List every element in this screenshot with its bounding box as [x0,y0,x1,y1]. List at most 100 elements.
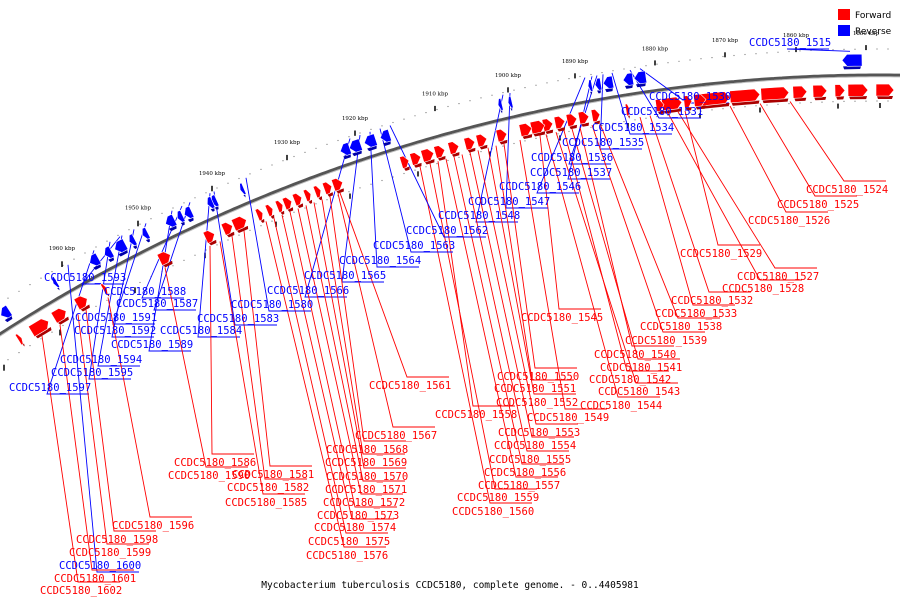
reverse-gene [379,128,392,146]
gene-label[interactable]: CCDC5180_1569 [325,457,407,469]
gene-shadow [214,205,219,210]
gene-label[interactable]: CCDC5180_1534 [592,122,674,134]
gene-label[interactable]: CCDC5180_1550 [497,371,579,383]
gene-label[interactable]: CCDC5180_1559 [457,492,539,504]
gene-label[interactable]: CCDC5180_1537 [530,167,612,179]
gene-label[interactable]: CCDC5180_1529 [680,248,762,260]
gene-label[interactable]: CCDC5180_1582 [227,482,309,494]
gene-label[interactable]: CCDC5180_1546 [499,181,581,193]
gene-label[interactable]: CCDC5180_1584 [160,325,242,337]
axis-guide-dot [656,116,658,118]
gene-label[interactable]: CCDC5180_1601 [54,573,136,585]
axis-guide-dot [733,54,735,57]
gene-label[interactable]: CCDC5180_1602 [40,585,122,597]
gene-label[interactable]: CCDC5180_1596 [112,520,194,532]
axis-guide-dot [315,147,317,149]
gene-label[interactable]: CCDC5180_1591 [75,312,157,324]
gene-label[interactable]: CCDC5180_1561 [369,380,451,392]
gene-label[interactable]: CCDC5180_1574 [314,522,396,534]
forward-gene [699,91,731,109]
gene-label[interactable]: CCDC5180_1548 [438,210,520,222]
gene-shadow [581,122,590,127]
gene-label[interactable]: CCDC5180_1560 [452,506,534,518]
gene-label[interactable]: CCDC5180_1530 [649,91,731,103]
gene-label[interactable]: CCDC5180_1573 [317,510,399,522]
gene-label[interactable]: CCDC5180_1565 [304,270,386,282]
gene-label[interactable]: CCDC5180_1552 [496,397,578,409]
gene-label[interactable]: CCDC5180_1558 [435,409,517,421]
axis-guide-dot [843,100,845,102]
gene-label[interactable]: CCDC5180_1556 [484,467,566,479]
leader-line [273,217,388,534]
leader-line [197,193,240,338]
gene-label[interactable]: CCDC5180_1568 [326,444,408,456]
gene-label[interactable]: CCDC5180_1555 [489,454,571,466]
gene-label[interactable]: CCDC5180_1581 [232,469,314,481]
gene-label[interactable]: CCDC5180_1524 [806,184,888,196]
gene-label[interactable]: CCDC5180_1535 [562,137,644,149]
gene-label[interactable]: CCDC5180_1586 [174,457,256,469]
gene-label[interactable]: CCDC5180_1585 [225,497,307,509]
gene-label[interactable]: CCDC5180_1587 [116,298,198,310]
gene-label[interactable]: CCDC5180_1525 [777,199,859,211]
gene-label[interactable]: CCDC5180_1543 [598,386,680,398]
gene-label[interactable]: CCDC5180_1564 [339,255,421,267]
forward-gene [624,103,631,119]
gene-label[interactable]: CCDC5180_1538 [640,321,722,333]
gene-label[interactable]: CCDC5180_1583 [197,313,279,325]
gene-label[interactable]: CCDC5180_1595 [51,367,133,379]
gene-label[interactable]: CCDC5180_1598 [76,534,158,546]
gene-label[interactable]: CCDC5180_1553 [498,427,580,439]
gene-label[interactable]: CCDC5180_1541 [600,362,682,374]
legend: Forward Reverse [838,9,892,37]
gene-label[interactable]: CCDC5180_1526 [748,215,830,227]
gene-label[interactable]: CCDC5180_1594 [60,354,142,366]
leader-line [265,221,386,548]
axis-guide-dot [711,57,713,59]
gene-label[interactable]: CCDC5180_1545 [521,312,603,324]
gene-label[interactable]: CCDC5180_1536 [531,152,613,164]
gene-label[interactable]: CCDC5180_1549 [527,412,609,424]
gene-label[interactable]: CCDC5180_1566 [267,285,349,297]
leader-line [729,105,828,213]
gene-label[interactable]: CCDC5180_1588 [104,286,186,298]
gene-label[interactable]: CCDC5180_1551 [494,383,576,395]
gene-label[interactable]: CCDC5180_1600 [59,560,141,572]
gene-label[interactable]: CCDC5180_1531 [621,106,703,118]
gene-label[interactable]: CCDC5180_1540 [594,349,676,361]
gene-label[interactable]: CCDC5180_1589 [111,339,193,351]
gene-label[interactable]: CCDC5180_1532 [671,295,753,307]
gene-label[interactable]: CCDC5180_1580 [231,299,313,311]
forward-gene [875,83,895,100]
leader-line [153,202,196,311]
gene-label[interactable]: CCDC5180_1593 [44,272,126,284]
forward-gene [590,108,601,125]
gene-label[interactable]: CCDC5180_1570 [326,471,408,483]
gene-label[interactable]: CCDC5180_1539 [625,335,707,347]
gene-label[interactable]: CCDC5180_1528 [722,283,804,295]
gene-label[interactable]: CCDC5180_1571 [325,484,407,496]
gene-label[interactable]: CCDC5180_1554 [494,440,576,452]
gene-label[interactable]: CCDC5180_1544 [580,400,662,412]
gene-label[interactable]: CCDC5180_1563 [373,240,455,252]
gene-label[interactable]: CCDC5180_1576 [306,550,388,562]
gene-label[interactable]: CCDC5180_1592 [74,325,156,337]
leader-line [503,143,577,369]
gene-label[interactable]: CCDC5180_1590 [168,470,250,482]
gene-label[interactable]: CCDC5180_1557 [478,480,560,492]
gene-label[interactable]: CCDC5180_1527 [737,271,819,283]
gene-label[interactable]: CCDC5180_1547 [468,196,550,208]
gene-label[interactable]: CCDC5180_1533 [655,308,737,320]
gene-label[interactable]: CCDC5180_1575 [308,536,390,548]
axis-guide-dot [612,70,614,72]
gene-label[interactable]: CCDC5180_1542 [589,374,671,386]
gene-label[interactable]: CCDC5180_1562 [406,225,488,237]
gene-label[interactable]: CCDC5180_1599 [69,547,151,559]
gene-label[interactable]: CCDC5180_1572 [323,497,405,509]
gene-arrow [104,245,115,259]
axis-guide-dot [458,156,460,158]
gene-label[interactable]: CCDC5180_1567 [355,430,437,442]
gene-label[interactable]: CCDC5180_1597 [9,382,91,394]
gene-shadow [180,221,185,226]
gene-label[interactable]: CCDC5180_1515 [749,37,831,49]
